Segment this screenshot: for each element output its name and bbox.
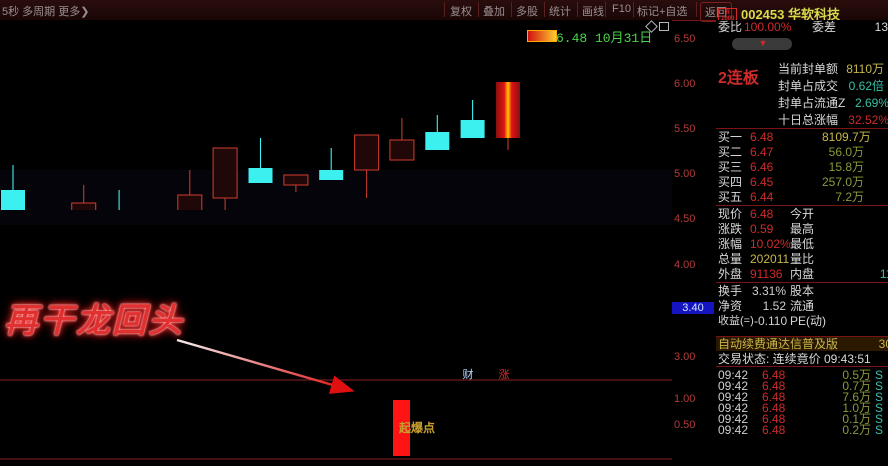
svg-text:起爆点: 起爆点 xyxy=(398,420,435,435)
svg-text:财: 财 xyxy=(463,367,474,381)
svg-text:涨: 涨 xyxy=(499,368,510,381)
